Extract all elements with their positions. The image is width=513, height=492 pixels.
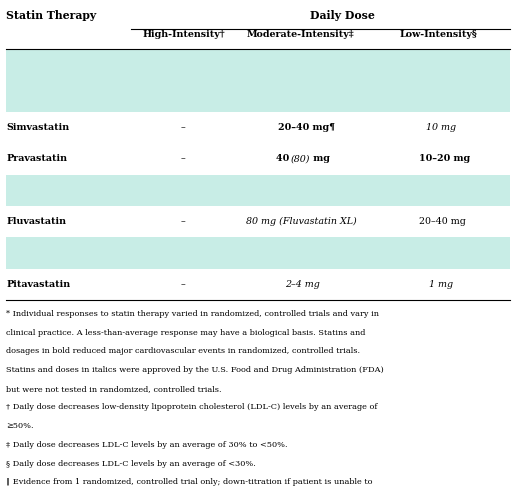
Text: –: – — [181, 154, 186, 163]
Text: 2–4 mg: 2–4 mg — [285, 280, 320, 289]
Text: (5): (5) — [278, 92, 294, 101]
Text: Fluvastatin: Fluvastatin — [6, 248, 66, 258]
Text: –: – — [436, 61, 441, 69]
Text: (40): (40) — [173, 92, 193, 101]
Text: 40 mg**: 40 mg** — [283, 248, 326, 258]
Text: Daily Dose: Daily Dose — [310, 10, 375, 21]
Text: Statin Therapy: Statin Therapy — [6, 10, 96, 21]
Text: 40‖–80 mg: 40‖–80 mg — [161, 60, 217, 70]
Text: † Daily dose decreases low-density lipoprotein cholesterol (LDL-C) levels by an : † Daily dose decreases low-density lipop… — [6, 403, 378, 411]
Text: 20–40 mg¶: 20–40 mg¶ — [278, 123, 335, 132]
Text: –: – — [181, 186, 186, 195]
Text: Lovastatin: Lovastatin — [6, 186, 62, 195]
Text: * Individual responses to statin therapy varied in randomized, controlled trials: * Individual responses to statin therapy… — [6, 310, 379, 318]
Text: –: – — [181, 217, 186, 226]
Text: ‖ Evidence from 1 randomized, controlled trial only; down-titration if patient i: ‖ Evidence from 1 randomized, controlled… — [6, 478, 372, 486]
Text: –: – — [436, 248, 441, 258]
Text: –: – — [436, 92, 441, 101]
Text: but were not tested in randomized, controlled trials.: but were not tested in randomized, contr… — [6, 385, 222, 393]
Text: Pitavastatin: Pitavastatin — [6, 280, 70, 289]
Text: ≥50%.: ≥50%. — [6, 422, 34, 430]
Text: –: – — [181, 280, 186, 289]
Text: Atorvastatin: Atorvastatin — [6, 61, 72, 69]
Text: Pravastatin: Pravastatin — [6, 154, 67, 163]
Text: 40: 40 — [275, 154, 292, 163]
Text: 10 mg: 10 mg — [298, 92, 331, 101]
Text: –: – — [181, 248, 186, 258]
Text: (80): (80) — [290, 154, 310, 163]
Text: mg: mg — [193, 92, 213, 101]
Text: Statins and doses in italics were approved by the U.S. Food and Drug Administrat: Statins and doses in italics were approv… — [6, 366, 384, 374]
Text: § Daily dose decreases LDL-C levels by an average of <30%.: § Daily dose decreases LDL-C levels by a… — [6, 460, 256, 467]
Text: 1 mg: 1 mg — [429, 280, 453, 289]
Text: ‡ Daily dose decreases LDL-C levels by an average of 30% to <50%.: ‡ Daily dose decreases LDL-C levels by a… — [6, 441, 288, 449]
Text: 10 mg: 10 mg — [426, 123, 457, 132]
Text: Simvastatin: Simvastatin — [6, 123, 69, 132]
Text: 20 mg: 20 mg — [426, 186, 460, 195]
Text: dosages in bold reduced major cardiovascular events in randomized, controlled tr: dosages in bold reduced major cardiovasc… — [6, 347, 360, 355]
Text: 20: 20 — [159, 92, 175, 101]
Text: Fluvastatin: Fluvastatin — [6, 217, 66, 226]
Text: 40 mg: 40 mg — [288, 186, 321, 195]
Text: clinical practice. A less-than-average response may have a biological basis. Sta: clinical practice. A less-than-average r… — [6, 329, 366, 337]
Text: mg: mg — [310, 61, 330, 69]
Text: 80 mg (Fluvastatin XL): 80 mg (Fluvastatin XL) — [246, 217, 357, 226]
Text: Moderate-Intensity‡: Moderate-Intensity‡ — [246, 30, 354, 39]
Text: Low-Intensity§: Low-Intensity§ — [400, 30, 478, 39]
Text: (20): (20) — [290, 61, 310, 69]
Text: mg: mg — [310, 154, 330, 163]
Text: 10: 10 — [275, 61, 292, 69]
Text: –: – — [181, 123, 186, 132]
Text: High-Intensity†: High-Intensity† — [142, 30, 225, 39]
Text: 20–40 mg: 20–40 mg — [419, 217, 466, 226]
Text: 10–20 mg: 10–20 mg — [419, 154, 470, 163]
Text: Rosuvastatin: Rosuvastatin — [6, 92, 75, 101]
